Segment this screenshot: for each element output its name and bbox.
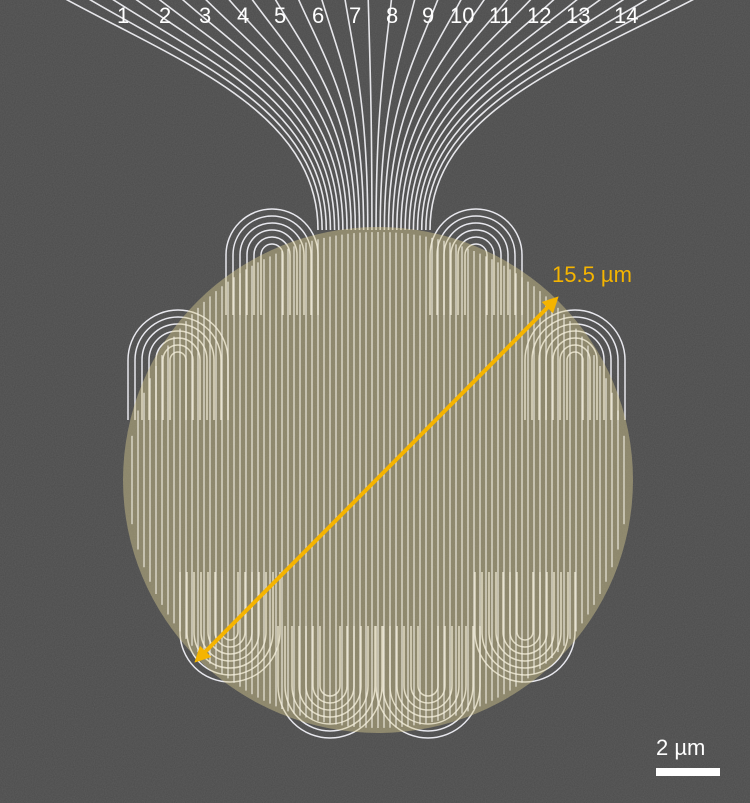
wire-loop bbox=[566, 351, 584, 420]
fanout-wire bbox=[396, 0, 509, 231]
fanout-wire bbox=[321, 0, 365, 231]
fanout-wire bbox=[367, 0, 373, 231]
fanout-wire bbox=[112, 0, 328, 231]
fanout-wire bbox=[391, 0, 485, 231]
wire-loop bbox=[389, 626, 467, 725]
channel-label: 11 bbox=[489, 3, 512, 28]
fanout-wire bbox=[420, 0, 648, 231]
wire-loop bbox=[246, 229, 298, 315]
wire-loop bbox=[239, 222, 305, 315]
wire-loop bbox=[403, 626, 453, 711]
channel-label: 14 bbox=[614, 3, 639, 28]
fanout-wire bbox=[425, 0, 671, 231]
fanout-wire bbox=[297, 0, 361, 231]
channel-label: 12 bbox=[527, 3, 552, 28]
fanout-wire bbox=[412, 0, 602, 231]
channel-label: 7 bbox=[349, 3, 362, 28]
channel-label: 1 bbox=[117, 3, 130, 28]
fanout-wire bbox=[65, 0, 319, 231]
channel-label: 13 bbox=[566, 3, 591, 28]
channel-label: 6 bbox=[312, 3, 325, 28]
channel-label: 9 bbox=[422, 3, 435, 28]
wire-loop bbox=[559, 344, 591, 420]
channel-label: 3 bbox=[199, 3, 212, 28]
fanout-wire bbox=[344, 0, 369, 231]
fanout-wire bbox=[158, 0, 336, 231]
wire-loop bbox=[443, 222, 509, 315]
fanout-wire bbox=[228, 0, 348, 231]
diameter-arrow bbox=[194, 296, 559, 663]
fanout-wire bbox=[408, 0, 578, 231]
fanout-wires bbox=[65, 0, 695, 231]
fanout-wire bbox=[429, 0, 695, 231]
fanout-wire bbox=[404, 0, 555, 231]
wire-loop bbox=[382, 626, 474, 732]
channel-label: 4 bbox=[237, 3, 250, 28]
wire-loop bbox=[375, 626, 481, 739]
fanout-wire bbox=[88, 0, 323, 231]
fanout-wire bbox=[181, 0, 340, 231]
scale-bar bbox=[656, 768, 720, 776]
fanout-wire bbox=[251, 0, 352, 231]
wire-loop bbox=[225, 208, 319, 315]
wire-loop bbox=[396, 626, 460, 718]
channel-label: 2 bbox=[159, 3, 172, 28]
wire-loop bbox=[253, 236, 291, 315]
fanout-wire bbox=[379, 0, 416, 231]
wire-loop bbox=[232, 215, 312, 315]
fanout-wire bbox=[135, 0, 332, 231]
fanout-wire bbox=[416, 0, 625, 231]
wire-loop bbox=[260, 243, 284, 315]
scale-bar-label: 2 µm bbox=[656, 735, 706, 760]
fanout-wire bbox=[387, 0, 462, 231]
wire-loop bbox=[429, 208, 523, 315]
channel-label: 8 bbox=[386, 3, 399, 28]
channel-label: 5 bbox=[274, 3, 287, 28]
fanout-wire bbox=[205, 0, 344, 231]
wire-loop bbox=[450, 229, 502, 315]
wire-loop bbox=[457, 236, 495, 315]
wire-loop bbox=[436, 215, 516, 315]
fanout-wire bbox=[383, 0, 439, 231]
channel-label: 10 bbox=[450, 3, 475, 28]
fanout-wire bbox=[400, 0, 532, 231]
wire-loop bbox=[464, 243, 488, 315]
fanout-wire bbox=[375, 0, 393, 231]
fanout-wire bbox=[274, 0, 357, 231]
diameter-label: 15.5 µm bbox=[552, 262, 632, 287]
